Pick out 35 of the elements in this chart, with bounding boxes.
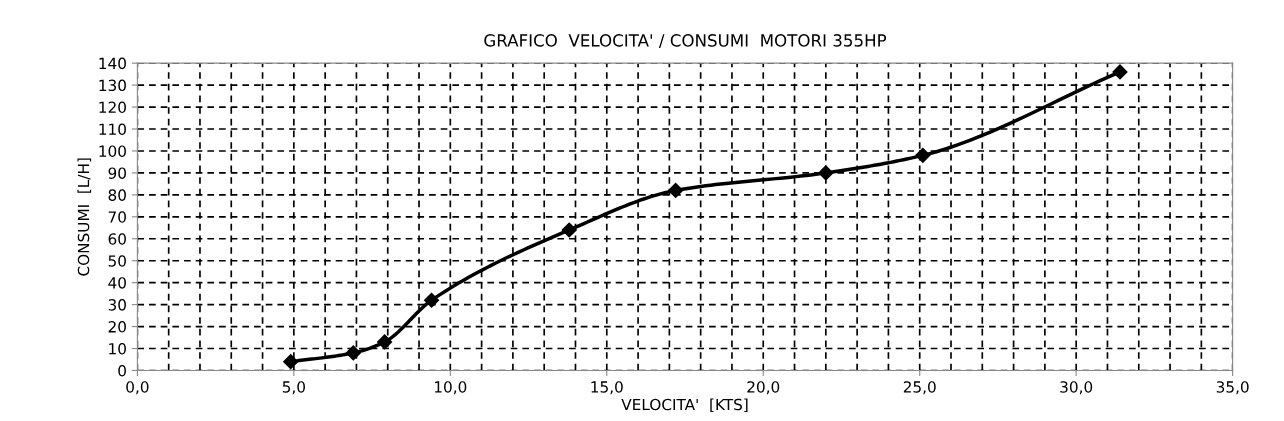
y-axis-title: CONSUMI [L/H]: [77, 158, 92, 276]
x-tick-label: 30,0: [1060, 381, 1093, 395]
point: [818, 165, 834, 181]
y-tick-label: 50: [108, 255, 126, 267]
y-tick-label: 0: [118, 364, 126, 377]
y-tick-label: 70: [108, 211, 126, 223]
x-tick-label: 25,0: [903, 381, 936, 395]
y-tick-label: 80: [108, 189, 126, 201]
y-tick-label: 100: [99, 145, 126, 157]
y-tick-label: 120: [99, 101, 126, 114]
x-tick-label: 5,0: [282, 381, 305, 395]
y-tick-label: 140: [99, 57, 126, 70]
point: [377, 334, 393, 350]
y-tick-label: 30: [108, 299, 126, 311]
y-tick-label: 10: [109, 342, 126, 355]
y-tick-label: 60: [108, 233, 126, 245]
point: [915, 147, 931, 163]
point: [283, 354, 299, 370]
point: [668, 182, 684, 199]
x-tick-label: 10,0: [434, 381, 467, 395]
y-tick-label: 40: [108, 277, 126, 289]
x-tick-label: 15,0: [591, 381, 623, 395]
y-tick-label: 110: [99, 123, 126, 136]
y-tick-label: 90: [108, 167, 126, 179]
point: [1112, 64, 1128, 80]
y-tick-label: 20: [108, 321, 126, 333]
x-axis-title: VELOCITA' [KTS]: [621, 398, 748, 413]
chart-title: GRAFICO VELOCITA' / CONSUMI MOTORI 355HP: [484, 34, 887, 49]
point: [345, 345, 361, 361]
point: [561, 222, 577, 238]
x-tick-label: 35,0: [1216, 381, 1249, 395]
x-tick-label: 0,0: [126, 381, 149, 395]
point: [423, 292, 440, 308]
y-tick-label: 130: [99, 79, 126, 92]
x-tick-label: 20,0: [747, 381, 780, 395]
